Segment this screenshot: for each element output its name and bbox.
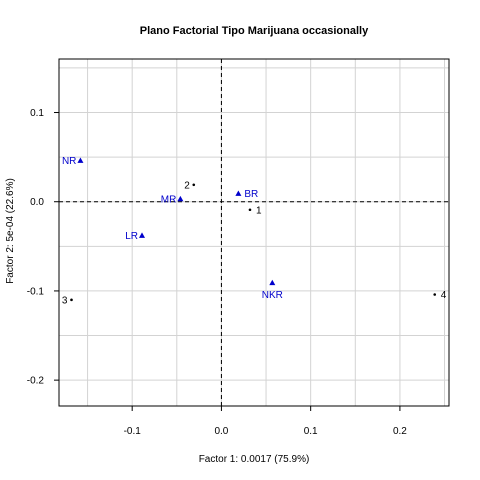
dot-marker (249, 208, 252, 211)
y-axis-title: Factor 2: 5e-04 (22.6%) (5, 178, 16, 284)
point-label: 1 (256, 205, 262, 216)
x-axis-title: Factor 1: 0.0017 (75.9%) (199, 454, 310, 465)
dot-marker (192, 183, 195, 186)
point-label: 3 (62, 295, 68, 306)
dot-marker (70, 299, 73, 302)
y-tick-label: 0.1 (30, 108, 44, 119)
y-tick-label: 0.0 (30, 197, 44, 208)
point-label: NR (62, 156, 76, 167)
x-tick-label: 0.2 (393, 426, 407, 437)
x-tick-label: 0.0 (214, 426, 228, 437)
chart-title: Plano Factorial Tipo Marijuana occasiona… (140, 25, 369, 37)
y-tick-label: -0.1 (27, 286, 45, 297)
point-label: NKR (262, 290, 283, 301)
point-label: 2 (184, 180, 190, 191)
dot-marker (433, 293, 436, 296)
x-tick-label: 0.1 (304, 426, 318, 437)
y-tick-label: -0.2 (27, 376, 45, 387)
point-label: LR (125, 231, 138, 242)
point-label: 4 (441, 290, 447, 301)
x-tick-label: -0.1 (124, 426, 142, 437)
point-label: MR (161, 195, 177, 206)
point-label: BR (244, 189, 258, 200)
